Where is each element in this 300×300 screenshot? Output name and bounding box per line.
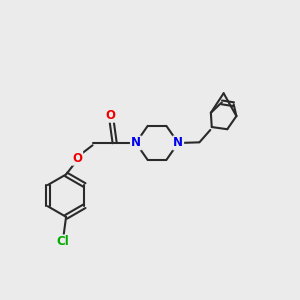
- Text: N: N: [131, 136, 141, 149]
- Text: O: O: [72, 152, 82, 165]
- Text: O: O: [105, 109, 115, 122]
- Text: N: N: [173, 136, 183, 149]
- Text: Cl: Cl: [56, 236, 69, 248]
